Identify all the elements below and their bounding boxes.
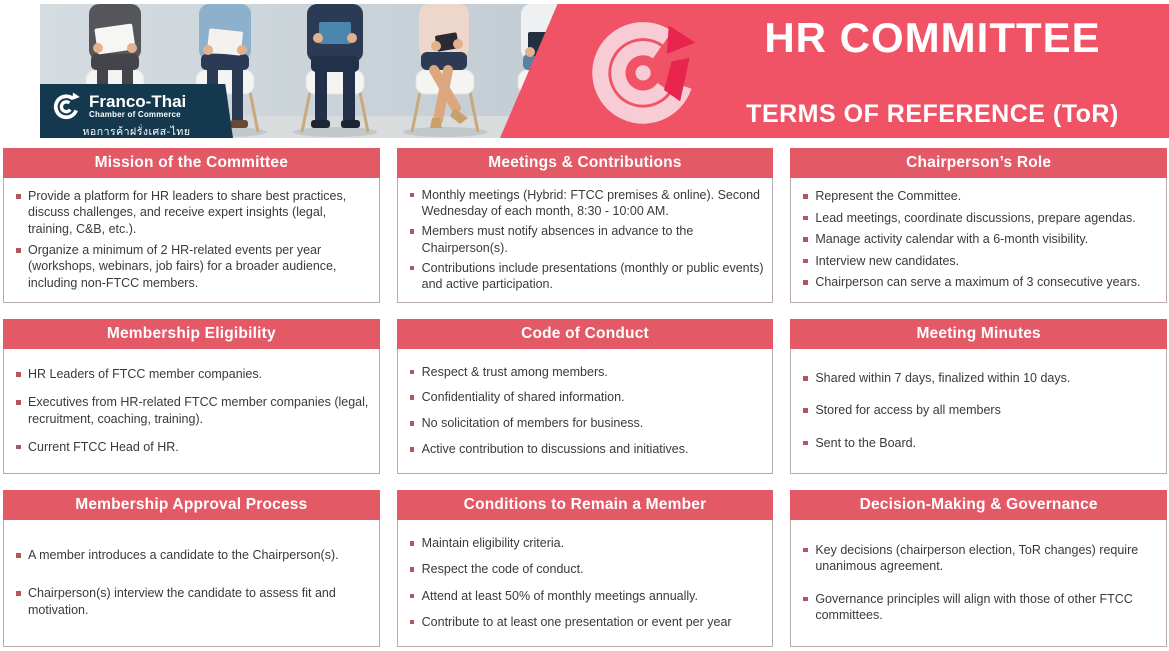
card-approval-header: Membership Approval Process <box>3 490 380 520</box>
bullet-item: Current FTCC Head of HR. <box>13 439 371 455</box>
bullet-item: Members must notify absences in advance … <box>407 223 765 256</box>
card-title: Mission of the Committee <box>94 154 289 171</box>
card-eligibility-header: Membership Eligibility <box>3 319 380 349</box>
org-subtitle: Chamber of Commerce <box>89 109 181 119</box>
card-title: Conditions to Remain a Member <box>463 496 707 513</box>
franco-thai-text: Franco-Thai Chamber of Commerce <box>89 91 187 120</box>
card-conditions-body: Maintain eligibility criteria. Respect t… <box>396 520 774 647</box>
card-title: Meeting Minutes <box>916 325 1041 342</box>
bullet-item: Attend at least 50% of monthly meetings … <box>407 588 765 604</box>
franco-thai-badge-row: Franco-Thai Chamber of Commerce <box>52 91 221 121</box>
card-conduct-body: Respect & trust among members. Confident… <box>396 349 774 474</box>
bullet-item: Represent the Committee. <box>800 188 1158 204</box>
card-code-of-conduct: Code of Conduct Respect & trust among me… <box>396 319 774 474</box>
card-meetings-header: Meetings & Contributions <box>396 148 774 178</box>
card-mission-header: Mission of the Committee <box>3 148 380 178</box>
bullet-item: Contribute to at least one presentation … <box>407 614 765 630</box>
bullet-item: Governance principles will align with th… <box>800 591 1158 624</box>
card-chairperson-header: Chairperson’s Role <box>790 148 1167 178</box>
card-title: Code of Conduct <box>521 325 649 342</box>
bullet-item: Respect & trust among members. <box>407 364 765 380</box>
page-title: HR COMMITTEE <box>764 14 1101 61</box>
page-subtitle: TERMS OF REFERENCE (ToR) <box>746 100 1119 128</box>
bullet-item: Contributions include presentations (mon… <box>407 260 765 293</box>
card-minutes-body: Shared within 7 days, finalized within 1… <box>790 349 1167 474</box>
card-membership-approval: Membership Approval Process A member int… <box>3 490 380 647</box>
card-mission-body: Provide a platform for HR leaders to sha… <box>3 178 380 303</box>
card-approval-body: A member introduces a candidate to the C… <box>3 520 380 647</box>
card-conditions-header: Conditions to Remain a Member <box>396 490 774 520</box>
bullet-item: Manage activity calendar with a 6-month … <box>800 231 1158 247</box>
card-meeting-minutes: Meeting Minutes Shared within 7 days, fi… <box>790 319 1167 474</box>
bullet-item: Key decisions (chairperson election, ToR… <box>800 542 1158 575</box>
bullet-item: No solicitation of members for business. <box>407 415 765 431</box>
card-chairperson-role: Chairperson’s Role Represent the Committ… <box>790 148 1167 303</box>
bullet-item: Maintain eligibility criteria. <box>407 535 765 551</box>
cci-logo-icon <box>588 13 702 129</box>
red-banner: HR COMMITTEE TERMS OF REFERENCE (ToR) <box>500 4 1169 138</box>
bullet-item: Lead meetings, coordinate discussions, p… <box>800 210 1158 226</box>
bullet-item: Interview new candidates. <box>800 253 1158 269</box>
franco-thai-logo-icon <box>52 91 82 121</box>
card-meetings-contributions: Meetings & Contributions Monthly meeting… <box>396 148 774 303</box>
bullet-item: Active contribution to discussions and i… <box>407 441 765 457</box>
bullet-item: Provide a platform for HR leaders to sha… <box>13 188 371 237</box>
card-title: Chairperson’s Role <box>906 154 1052 171</box>
hero-banner: HR COMMITTEE TERMS OF REFERENCE (ToR) Fr… <box>0 4 1169 138</box>
bullet-item: Monthly meetings (Hybrid: FTCC premises … <box>407 187 765 220</box>
bullet-item: Confidentiality of shared information. <box>407 389 765 405</box>
card-eligibility-body: HR Leaders of FTCC member companies. Exe… <box>3 349 380 474</box>
card-conduct-header: Code of Conduct <box>396 319 774 349</box>
card-membership-eligibility: Membership Eligibility HR Leaders of FTC… <box>3 319 380 474</box>
card-title: Membership Approval Process <box>75 496 308 513</box>
cards-grid: Mission of the Committee Provide a platf… <box>3 148 1167 647</box>
franco-thai-badge: Franco-Thai Chamber of Commerce หอการค้า… <box>40 84 233 138</box>
card-governance-body: Key decisions (chairperson election, ToR… <box>790 520 1167 647</box>
bullet-item: Sent to the Board. <box>800 435 1158 451</box>
card-chairperson-body: Represent the Committee. Lead meetings, … <box>790 178 1167 303</box>
bullet-item: HR Leaders of FTCC member companies. <box>13 366 371 382</box>
bullet-item: Executives from HR-related FTCC member c… <box>13 394 371 427</box>
card-title: Decision-Making & Governance <box>859 496 1098 513</box>
bullet-item: Stored for access by all members <box>800 402 1158 418</box>
card-governance-header: Decision-Making & Governance <box>790 490 1167 520</box>
org-thai-name: หอการค้าฝรั่งเศส-ไทย <box>82 126 191 138</box>
banner-titles: HR COMMITTEE TERMS OF REFERENCE (ToR) <box>705 4 1160 138</box>
card-title: Membership Eligibility <box>106 325 276 342</box>
bullet-item: Chairperson(s) interview the candidate t… <box>13 585 371 618</box>
card-decision-governance: Decision-Making & Governance Key decisio… <box>790 490 1167 647</box>
card-mission: Mission of the Committee Provide a platf… <box>3 148 380 303</box>
bullet-item: Chairperson can serve a maximum of 3 con… <box>800 274 1158 290</box>
bullet-item: A member introduces a candidate to the C… <box>13 547 371 563</box>
bullet-item: Shared within 7 days, finalized within 1… <box>800 370 1158 386</box>
card-conditions-remain-member: Conditions to Remain a Member Maintain e… <box>396 490 774 647</box>
bullet-item: Organize a minimum of 2 HR-related event… <box>13 242 371 291</box>
card-minutes-header: Meeting Minutes <box>790 319 1167 349</box>
card-meetings-body: Monthly meetings (Hybrid: FTCC premises … <box>396 178 774 303</box>
org-name: Franco-Thai <box>89 91 187 111</box>
card-title: Meetings & Contributions <box>488 154 682 171</box>
bullet-item: Respect the code of conduct. <box>407 561 765 577</box>
